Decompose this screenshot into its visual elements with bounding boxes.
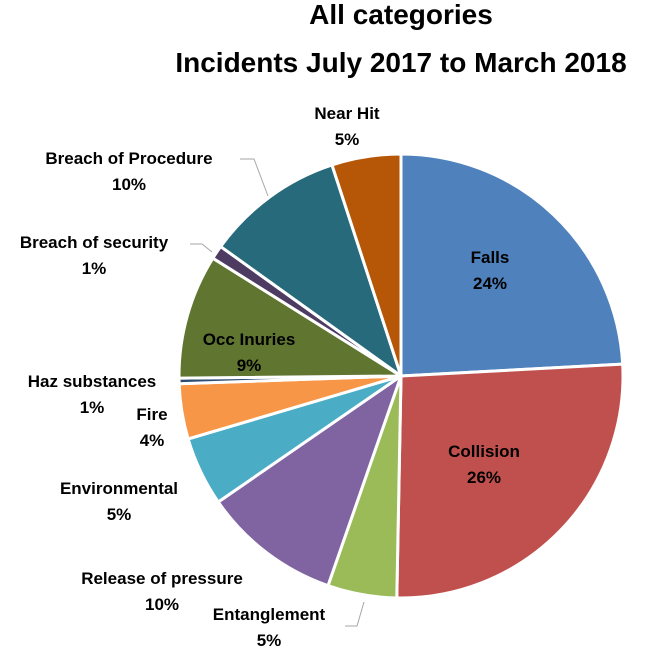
slice-percent-label: 5%	[107, 505, 132, 524]
slice-category-label: Release of pressure	[81, 569, 243, 588]
slice-label: Occ Inuries 9%	[203, 330, 296, 375]
slice-percent-label: 1%	[82, 259, 107, 278]
slice-label: Release of pressure 10%	[81, 569, 243, 614]
slice-percent-label: 5%	[257, 631, 282, 650]
pie-slice-near-hit	[330, 152, 403, 378]
slice-percent-label: 9%	[237, 356, 262, 375]
slice-category-label: Breach of Procedure	[45, 149, 212, 168]
slice-percent-label: 26%	[467, 468, 501, 487]
chart-subtitle: Incidents July 2017 to March 2018	[175, 47, 626, 78]
slice-category-label: Fire	[136, 405, 167, 424]
slice-label: Entanglement 5%	[213, 605, 326, 650]
slice-category-label: Collision	[448, 442, 520, 461]
slice-category-label: Environmental	[60, 479, 178, 498]
leader-lines	[190, 158, 365, 627]
leader-line	[345, 601, 365, 627]
slice-category-label: Occ Inuries	[203, 330, 296, 349]
slice-category-label: Breach of security	[20, 233, 169, 252]
slice-category-label: Haz substances	[28, 372, 157, 391]
slice-label: Environmental 5%	[60, 479, 178, 524]
slice-category-label: Falls	[471, 248, 510, 267]
slice-label: Haz substances 1%	[28, 372, 157, 417]
slice-percent-label: 10%	[145, 595, 179, 614]
slice-percent-label: 4%	[140, 431, 165, 450]
slice-label: Collision 26%	[448, 442, 520, 487]
slice-label: Falls 24%	[471, 248, 510, 293]
slice-labels: Falls 24% Collision 26% Entanglement 5% Releas…	[20, 104, 520, 650]
pie-slice-release-of-pressure	[216, 374, 403, 588]
chart-title: All categories	[309, 0, 493, 30]
slice-label: Breach of security 1%	[20, 233, 169, 278]
slice-percent-label: 10%	[112, 175, 146, 194]
pie-slice-breach-of-procedure	[219, 163, 403, 378]
slice-category-label: Near Hit	[314, 104, 380, 123]
slice-percent-label: 5%	[335, 130, 360, 149]
slice-percent-label: 1%	[80, 398, 105, 417]
slice-category-label: Entanglement	[213, 605, 326, 624]
slice-label: Fire 4%	[136, 405, 167, 450]
slice-label: Breach of Procedure 10%	[45, 149, 212, 194]
pie-slice-collision	[395, 362, 625, 600]
pie-slices	[177, 152, 625, 600]
slice-label: Near Hit 5%	[314, 104, 380, 149]
slice-percent-label: 24%	[473, 274, 507, 293]
pie-slice-falls	[399, 152, 625, 378]
leader-line	[240, 158, 269, 197]
pie-slice-occ-inuries	[177, 256, 403, 380]
leader-line	[190, 243, 213, 253]
